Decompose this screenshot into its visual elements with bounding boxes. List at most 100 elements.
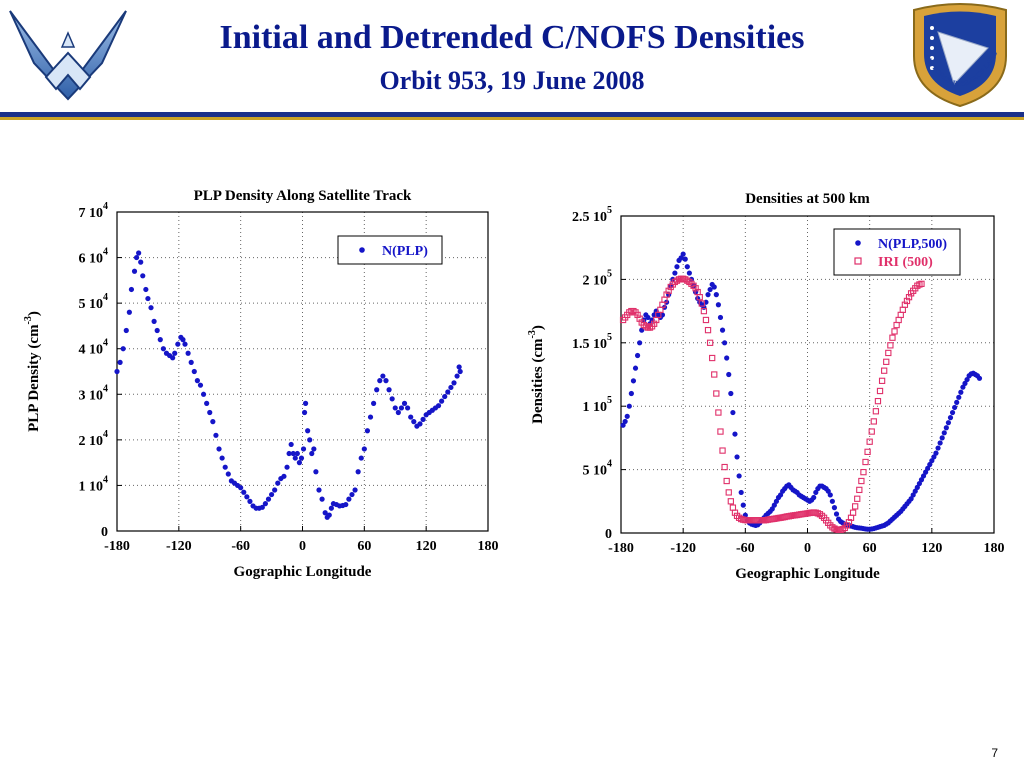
data-point <box>180 337 186 343</box>
data-point <box>302 400 309 406</box>
data-point <box>225 471 231 477</box>
data-point <box>698 300 705 307</box>
data-point <box>281 473 287 479</box>
data-point <box>284 464 290 470</box>
y-axis-label-exponent: -3 <box>527 330 538 338</box>
y-tick-mantissa: 0 <box>101 525 108 540</box>
y-tick-mantissa: 2 10 <box>79 434 104 449</box>
data-point <box>286 450 292 457</box>
data-point <box>241 489 247 495</box>
data-point <box>131 268 138 274</box>
data-point <box>769 506 775 512</box>
data-point <box>328 505 334 511</box>
data-point <box>117 359 123 365</box>
header-rule-accent <box>0 117 1024 120</box>
data-point <box>401 400 408 406</box>
data-point <box>960 384 966 390</box>
y-axis-label-text: Densities (cm <box>530 338 546 424</box>
data-point <box>138 259 144 265</box>
data-point <box>188 359 194 365</box>
data-point <box>711 371 718 378</box>
data-point <box>899 306 906 313</box>
data-point <box>895 316 902 324</box>
data-point <box>358 455 364 461</box>
data-point <box>954 399 960 405</box>
data-point <box>704 326 712 334</box>
data-point <box>383 378 389 384</box>
data-point <box>916 480 922 487</box>
data-point <box>696 294 703 301</box>
y-tick-label: 7 104 <box>79 201 109 221</box>
y-tick-mantissa: 1.5 10 <box>572 337 607 352</box>
y-tick-exponent: 4 <box>103 292 108 303</box>
data-point <box>876 387 884 395</box>
slide-title: Initial and Detrended C/NOFS Densities <box>219 19 805 56</box>
data-point <box>154 327 160 334</box>
air-force-wings-icon <box>6 3 130 107</box>
y-tick-label: 0 <box>605 527 612 542</box>
data-point <box>275 480 281 486</box>
y-tick-exponent: 4 <box>103 429 108 440</box>
data-point <box>630 378 637 384</box>
data-point <box>883 358 890 365</box>
y-tick-exponent: 4 <box>103 383 108 394</box>
x-tick-label: -120 <box>670 541 696 556</box>
data-point <box>707 286 713 293</box>
y-tick-exponent: 5 <box>607 395 612 406</box>
data-point <box>361 446 367 452</box>
data-point <box>371 400 377 406</box>
chart-legend: N(PLP,500) IRI (500) <box>833 228 961 276</box>
data-point <box>213 432 219 438</box>
data-point <box>711 284 717 290</box>
y-tick-label: 6 104 <box>79 247 109 267</box>
slide-subtitle: Orbit 953, 19 June 2008 <box>379 66 645 95</box>
data-point <box>300 446 307 452</box>
data-point <box>222 464 228 470</box>
data-point <box>185 350 191 356</box>
y-tick-exponent: 5 <box>607 205 612 216</box>
data-point <box>292 455 298 461</box>
data-point <box>943 425 949 431</box>
data-point <box>170 355 176 361</box>
data-point <box>628 390 634 397</box>
data-point <box>210 419 216 425</box>
data-point <box>634 352 641 359</box>
data-point <box>885 349 892 357</box>
data-point <box>829 498 835 504</box>
y-tick-mantissa: 7 10 <box>79 206 104 221</box>
data-point <box>929 458 935 464</box>
x-axis-label: Geographic Longitude <box>735 566 880 582</box>
series-n-plp-500 <box>620 251 983 532</box>
data-point <box>294 450 300 457</box>
y-tick-mantissa: 1 10 <box>583 400 608 415</box>
data-point <box>727 498 734 505</box>
data-point <box>194 378 200 384</box>
data-point <box>182 341 188 347</box>
y-tick-exponent: 4 <box>103 474 108 485</box>
chart-title: PLP Density Along Satellite Track <box>194 188 412 204</box>
data-point <box>140 273 146 279</box>
data-point <box>897 311 904 319</box>
data-point <box>364 428 371 434</box>
data-point <box>878 377 886 384</box>
data-point <box>872 408 880 415</box>
data-point <box>191 368 197 375</box>
x-tick-label: 0 <box>804 541 811 556</box>
data-point <box>389 396 395 402</box>
data-point <box>860 468 867 476</box>
data-point <box>408 414 414 420</box>
data-point <box>874 397 882 405</box>
x-tick-label: -60 <box>231 539 250 554</box>
data-point <box>949 409 956 416</box>
data-point <box>866 438 873 445</box>
y-axis-label-exponent: -3 <box>23 316 34 324</box>
header-rule <box>0 112 1024 117</box>
x-tick-label: 180 <box>984 541 1005 556</box>
data-point <box>811 494 817 501</box>
legend-box <box>337 235 443 265</box>
data-point <box>313 469 319 475</box>
data-point <box>852 503 859 510</box>
data-point <box>620 422 626 428</box>
data-point <box>157 337 163 343</box>
data-point <box>172 350 178 356</box>
